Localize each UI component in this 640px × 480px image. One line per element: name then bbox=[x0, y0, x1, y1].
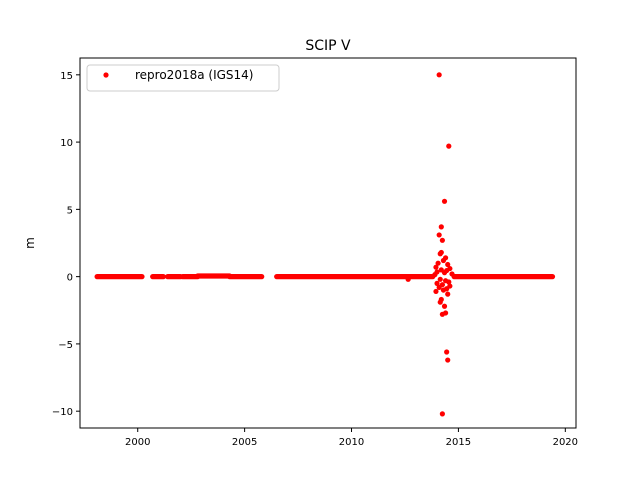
data-point bbox=[437, 299, 443, 305]
data-point bbox=[439, 237, 445, 243]
x-tick-label: 2000 bbox=[125, 437, 150, 448]
data-point bbox=[441, 270, 448, 276]
legend-marker bbox=[103, 72, 109, 78]
data-point bbox=[435, 260, 441, 266]
y-tick-label: 10 bbox=[60, 138, 73, 149]
x-tick-label: 2005 bbox=[232, 437, 257, 448]
y-tick-label: −10 bbox=[52, 407, 73, 418]
y-axis-label: m bbox=[23, 237, 37, 249]
data-point bbox=[440, 287, 447, 293]
plot-frame bbox=[79, 57, 577, 429]
data-point bbox=[438, 224, 444, 230]
x-axis: 2000 2005 2010 2015 2020 bbox=[125, 428, 578, 448]
data-point bbox=[445, 357, 451, 363]
data-point bbox=[433, 288, 439, 295]
y-tick-label: −5 bbox=[58, 340, 73, 351]
data-point bbox=[439, 411, 445, 417]
data-point bbox=[441, 303, 448, 309]
data-point bbox=[445, 291, 451, 297]
plot-area bbox=[94, 72, 556, 417]
chart-title: SCIP V bbox=[305, 38, 351, 54]
data-point bbox=[405, 276, 411, 282]
data-point bbox=[437, 251, 443, 257]
data-point bbox=[439, 311, 445, 317]
y-tick-label: 15 bbox=[60, 71, 73, 82]
legend-label: repro2018a (IGS14) bbox=[135, 68, 253, 82]
data-point bbox=[434, 280, 440, 286]
data-point bbox=[436, 232, 442, 238]
y-tick-label: 0 bbox=[67, 273, 73, 284]
data-point bbox=[446, 143, 452, 149]
x-tick-label: 2010 bbox=[339, 437, 364, 448]
data-point bbox=[449, 271, 455, 277]
data-point bbox=[441, 198, 448, 204]
data-point bbox=[436, 72, 442, 78]
data-point bbox=[446, 279, 452, 285]
data-point bbox=[445, 261, 451, 268]
data-point bbox=[436, 284, 442, 290]
x-tick-label: 2015 bbox=[446, 437, 471, 448]
data-point bbox=[440, 257, 447, 264]
y-tick-label: 5 bbox=[67, 205, 73, 216]
legend: repro2018a (IGS14) bbox=[86, 64, 280, 92]
data-point bbox=[444, 349, 450, 355]
x-tick-label: 2020 bbox=[553, 437, 578, 448]
legend-box bbox=[86, 64, 280, 92]
data-point bbox=[432, 272, 438, 278]
data-point bbox=[433, 264, 439, 270]
y-axis: −10 −5 0 5 10 15 bbox=[52, 71, 80, 418]
data-point bbox=[437, 276, 443, 282]
